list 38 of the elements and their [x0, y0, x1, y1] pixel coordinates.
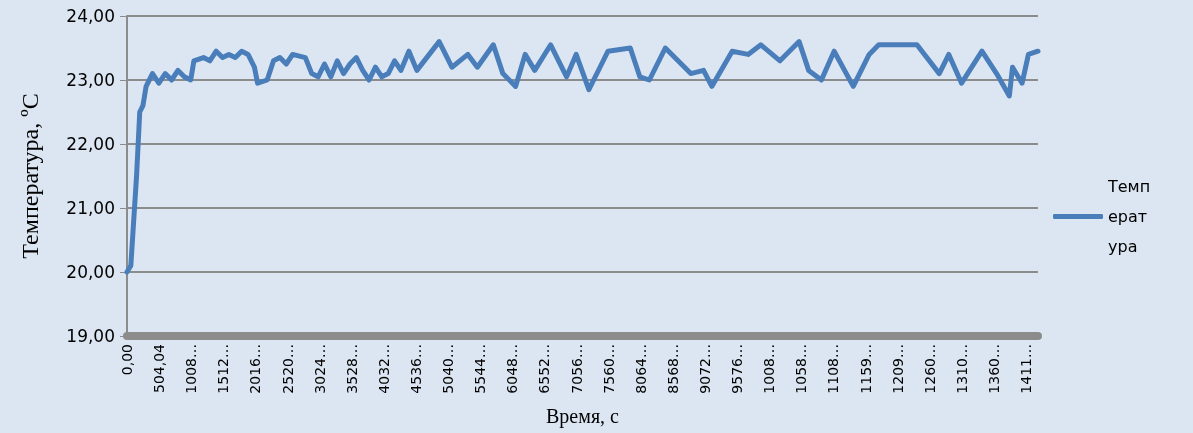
legend-label: Температура — [1107, 177, 1151, 256]
x-tick-label: 4032… — [375, 344, 392, 394]
x-tick-label: 1360… — [985, 344, 1002, 394]
y-axis-title: Температура, ºC — [17, 93, 43, 259]
x-tick-label: 1008… — [183, 344, 200, 394]
y-tick-label: 21,00 — [66, 198, 115, 218]
x-tick-label: 7560… — [600, 344, 617, 394]
x-tick-label: 4536… — [407, 344, 424, 394]
x-tick-label: 1260… — [921, 344, 938, 394]
x-tick-label: 3528… — [343, 344, 360, 394]
y-tick-label: 19,00 — [66, 326, 115, 346]
x-tick-label: 8568… — [664, 344, 681, 394]
x-tick-label: 9072… — [696, 344, 713, 394]
x-tick-label: 5544… — [472, 344, 489, 394]
y-tick-label: 24,00 — [66, 6, 115, 26]
x-tick-label: 1512… — [215, 344, 232, 394]
x-tick-label: 2520… — [279, 344, 296, 394]
y-tick-label: 23,00 — [66, 70, 115, 90]
x-tick-label: 1209… — [889, 344, 906, 394]
x-tick-label: 3024… — [311, 344, 328, 394]
x-tick-label: 1310… — [953, 344, 970, 394]
x-tick-label: 1159… — [857, 344, 874, 394]
x-tick-label: 504,04 — [151, 343, 168, 393]
y-tick-label: 20,00 — [66, 262, 115, 282]
x-tick-label: 2016… — [247, 344, 264, 394]
x-axis-title: Время, с — [546, 405, 620, 428]
x-tick-label: 1008… — [761, 344, 778, 394]
x-tick-label: 0,00 — [119, 344, 135, 376]
x-tick-label: 8064… — [632, 344, 649, 394]
y-tick-label: 22,00 — [66, 134, 115, 154]
x-tick-label: 5040… — [440, 344, 457, 394]
x-tick-label: 1411… — [1018, 344, 1035, 394]
x-tick-label: 9576… — [729, 344, 746, 394]
x-tick-label: 7056… — [568, 344, 585, 394]
x-tick-label: 1058… — [793, 344, 810, 394]
x-tick-label: 6552… — [536, 344, 553, 394]
x-tick-label: 6048… — [504, 344, 521, 394]
x-tick-label: 1108… — [825, 344, 842, 394]
